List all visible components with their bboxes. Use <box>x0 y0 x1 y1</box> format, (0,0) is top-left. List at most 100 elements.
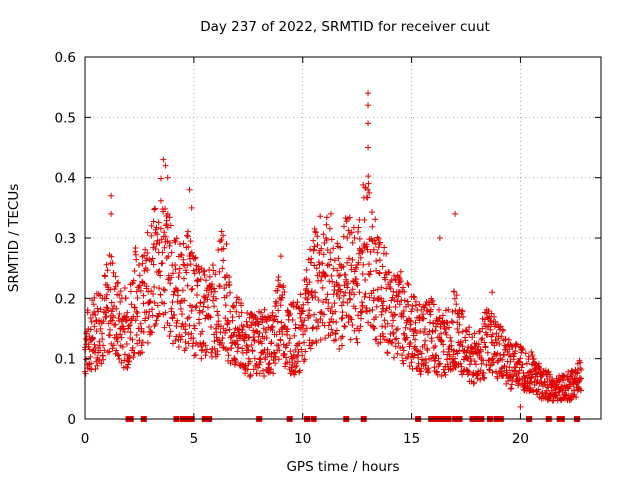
data-point <box>187 238 194 245</box>
data-point <box>506 364 513 371</box>
data-point <box>328 236 335 243</box>
data-point <box>328 303 335 310</box>
data-point <box>368 209 375 216</box>
data-point <box>284 331 291 338</box>
data-point <box>272 303 279 310</box>
data-point <box>178 333 185 340</box>
data-point <box>108 253 115 260</box>
data-point <box>157 225 164 232</box>
data-point <box>308 255 315 262</box>
data-point <box>185 233 192 240</box>
data-point <box>115 279 122 286</box>
data-point <box>365 144 372 151</box>
data-point <box>188 286 195 293</box>
data-point <box>274 318 281 325</box>
data-point <box>165 253 172 260</box>
data-point <box>171 312 178 319</box>
data-point <box>114 351 121 358</box>
data-point <box>422 362 429 369</box>
data-point <box>218 340 225 347</box>
data-point <box>451 295 458 302</box>
data-point <box>180 261 187 268</box>
data-point <box>435 355 442 362</box>
data-point <box>206 273 213 280</box>
data-point <box>154 302 161 309</box>
data-point <box>196 309 203 316</box>
data-point <box>404 298 411 305</box>
data-point <box>411 343 418 350</box>
data-point <box>480 370 487 377</box>
data-point <box>118 334 125 341</box>
data-point <box>226 281 233 288</box>
data-point <box>429 328 436 335</box>
data-point <box>317 277 324 284</box>
data-point <box>335 272 342 279</box>
data-point <box>226 326 233 333</box>
data-point <box>239 345 246 352</box>
data-point <box>132 317 139 324</box>
data-point <box>577 359 584 366</box>
data-point <box>153 224 160 231</box>
data-point <box>517 403 524 410</box>
data-point <box>316 269 323 276</box>
data-point <box>211 303 218 310</box>
data-point <box>243 318 250 325</box>
data-point <box>378 308 385 315</box>
data-point <box>191 270 198 277</box>
data-point <box>391 296 398 303</box>
data-point <box>225 319 232 326</box>
data-point <box>159 260 166 267</box>
data-point <box>220 257 227 264</box>
data-point <box>190 340 197 347</box>
data-point <box>152 245 159 252</box>
data-point <box>209 262 216 269</box>
data-point <box>150 261 157 268</box>
data-point <box>292 346 299 353</box>
data-point <box>412 302 419 309</box>
data-point <box>348 316 355 323</box>
data-point <box>365 180 372 187</box>
data-point <box>374 234 381 241</box>
data-point <box>167 280 174 287</box>
data-point <box>328 272 335 279</box>
data-point <box>328 210 335 217</box>
data-point <box>399 344 406 351</box>
data-point <box>346 295 353 302</box>
data-point <box>145 288 152 295</box>
data-point <box>331 300 338 307</box>
data-point <box>401 297 408 304</box>
data-point <box>420 315 427 322</box>
data-point <box>143 309 150 316</box>
data-point <box>157 272 164 279</box>
data-point <box>463 327 470 334</box>
data-point <box>478 360 485 367</box>
data-point <box>218 228 225 235</box>
data-point <box>167 239 174 246</box>
data-point <box>336 345 343 352</box>
data-point <box>184 282 191 289</box>
data-point <box>496 341 503 348</box>
data-point <box>201 272 208 279</box>
data-point <box>94 305 101 312</box>
data-point <box>117 298 124 305</box>
data-point <box>349 321 356 328</box>
data-point <box>348 229 355 236</box>
data-point <box>413 330 420 337</box>
data-point <box>333 327 340 334</box>
data-point <box>512 340 519 347</box>
data-point <box>188 330 195 337</box>
data-point <box>459 343 466 350</box>
data-point <box>235 296 242 303</box>
data-point <box>457 339 464 346</box>
data-point <box>297 314 304 321</box>
data-point <box>245 355 252 362</box>
data-point <box>576 376 583 383</box>
data-point <box>317 316 324 323</box>
data-point <box>121 329 128 336</box>
data-point <box>364 194 371 201</box>
data-point <box>191 325 198 332</box>
data-point <box>323 221 330 228</box>
data-point <box>149 312 156 319</box>
data-point <box>148 232 155 239</box>
data-point <box>374 286 381 293</box>
